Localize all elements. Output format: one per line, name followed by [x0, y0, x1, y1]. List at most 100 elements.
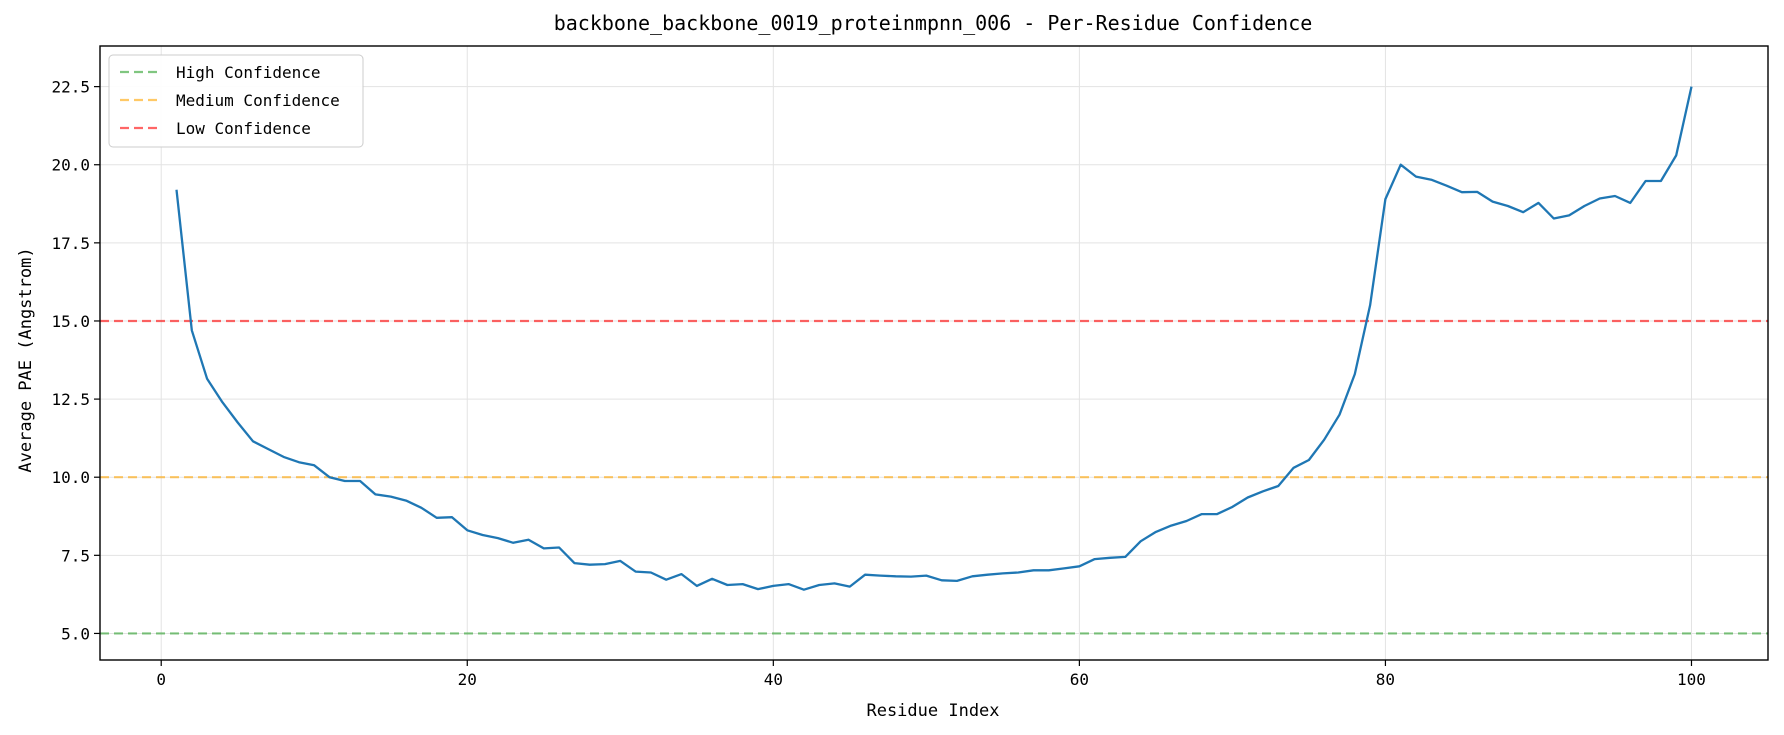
data-point [1552, 217, 1556, 221]
y-tick-label: 20.0 [51, 156, 90, 175]
data-point [1567, 213, 1571, 217]
data-point [725, 583, 729, 587]
data-point [1261, 489, 1265, 493]
data-point [1644, 179, 1648, 183]
x-tick-label: 20 [458, 670, 477, 689]
data-point [1307, 458, 1311, 462]
data-point [1215, 512, 1219, 516]
plot-frame [99, 45, 1769, 661]
data-point [1047, 568, 1051, 572]
data-point [1521, 210, 1525, 214]
data-point [1077, 564, 1081, 568]
data-point [373, 492, 377, 496]
data-point [1445, 184, 1449, 188]
data-point [1674, 153, 1678, 157]
x-axis-label: Residue Index [866, 701, 999, 721]
data-point [986, 573, 990, 577]
legend-label: High Confidence [176, 63, 321, 82]
data-point [435, 516, 439, 520]
data-point [1154, 530, 1158, 534]
data-point [557, 546, 561, 550]
data-point [312, 463, 316, 467]
data-point [481, 533, 485, 537]
data-point [741, 582, 745, 586]
data-point [618, 559, 622, 563]
data-point [282, 455, 286, 459]
data-point [695, 584, 699, 588]
data-point [848, 585, 852, 589]
data-point [175, 188, 179, 192]
data-point [1292, 466, 1296, 470]
y-axis-ticks: 5.0 7.5 10.0 12.5 15.0 17.5 20.0 22.5 [51, 78, 100, 643]
data-point [924, 574, 928, 578]
data-point [1338, 413, 1342, 417]
data-point [878, 574, 882, 578]
x-axis-ticks: 0 20 40 60 80 100 [156, 660, 1706, 689]
data-point [1383, 197, 1387, 201]
x-tick-label: 60 [1070, 670, 1089, 689]
data-point [266, 447, 270, 451]
data-point [787, 582, 791, 586]
legend-label: Medium Confidence [176, 91, 340, 110]
y-axis-label: Average PAE (Angstrom) [16, 247, 36, 472]
data-point [1169, 524, 1173, 528]
data-point [1506, 204, 1510, 208]
chart-title: backbone_backbone_0019_proteinmpnn_006 -… [554, 11, 1313, 35]
data-point [542, 546, 546, 550]
data-point [1353, 372, 1357, 376]
y-tick-label: 10.0 [51, 468, 90, 487]
y-tick-label: 17.5 [51, 234, 90, 253]
data-point [1690, 85, 1694, 89]
data-point [1429, 178, 1433, 182]
data-point [1322, 438, 1326, 442]
data-point [771, 584, 775, 588]
data-point [358, 479, 362, 483]
data-point [756, 587, 760, 591]
data-point [404, 499, 408, 503]
data-point [1582, 204, 1586, 208]
data-point [1108, 556, 1112, 560]
data-point [1460, 190, 1464, 194]
data-point [863, 573, 867, 577]
data-point [572, 561, 576, 565]
x-tick-label: 80 [1376, 670, 1395, 689]
data-point [1001, 571, 1005, 575]
data-point [205, 377, 209, 381]
data-point [1139, 539, 1143, 543]
data-point [1628, 201, 1632, 205]
data-point [1613, 194, 1617, 198]
y-tick-label: 7.5 [61, 546, 90, 565]
data-point [1276, 484, 1280, 488]
data-point [511, 541, 515, 545]
data-point [1246, 496, 1250, 500]
data-point [649, 571, 653, 575]
data-point [389, 495, 393, 499]
data-point [190, 328, 194, 332]
data-point [343, 479, 347, 483]
data-point [328, 475, 332, 479]
data-point [802, 588, 806, 592]
data-point [220, 400, 224, 404]
y-tick-label: 22.5 [51, 78, 90, 97]
data-point [1093, 557, 1097, 561]
reference-lines [100, 319, 1768, 635]
data-point [465, 528, 469, 532]
data-point [1475, 190, 1479, 194]
data-point [817, 583, 821, 587]
data-point [450, 515, 454, 519]
legend-box [108, 54, 364, 148]
data-point [1062, 566, 1066, 570]
legend-label: Low Confidence [176, 119, 311, 138]
data-point [1230, 505, 1234, 509]
data-point [909, 575, 913, 579]
data-point [1537, 201, 1541, 205]
pae-series-line [175, 86, 1693, 591]
data-point [710, 577, 714, 581]
data-point [251, 439, 255, 443]
data-point [1200, 512, 1204, 516]
y-tick-label: 15.0 [51, 312, 90, 331]
data-point [527, 538, 531, 542]
data-point [1032, 568, 1036, 572]
data-point [1368, 303, 1372, 307]
